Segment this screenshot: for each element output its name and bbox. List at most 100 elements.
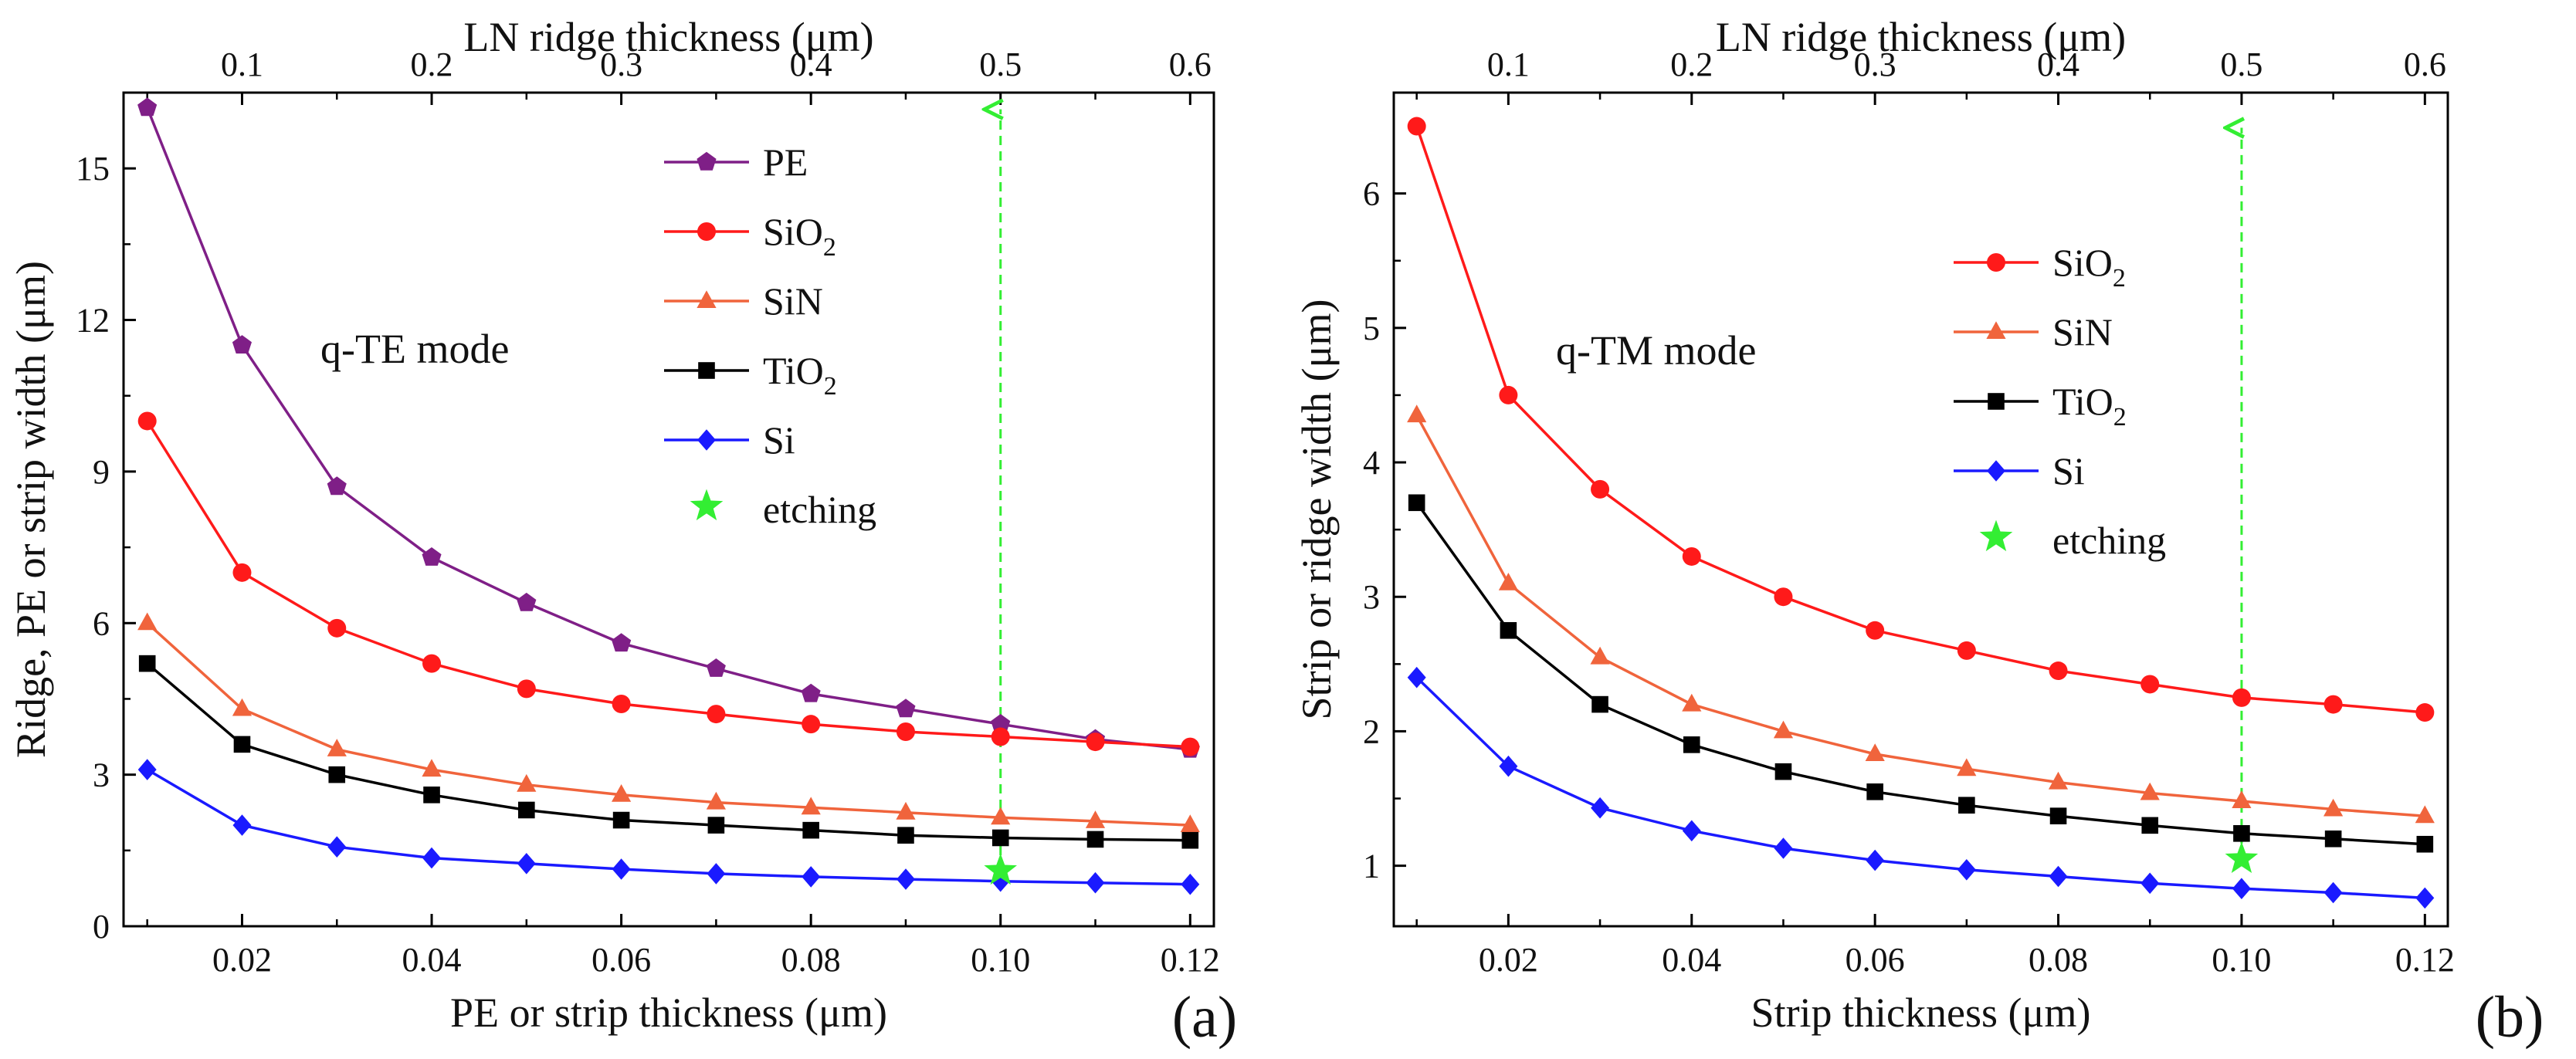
data-point-sin (517, 773, 537, 792)
data-point-sio2 (1866, 621, 1885, 640)
data-point-sin (2140, 782, 2160, 800)
data-point-sio2 (1591, 479, 1610, 499)
x-tick-label: 0.08 (781, 941, 841, 979)
legend-label-subscript: 2 (824, 372, 837, 401)
y-tick-label: 0 (93, 908, 110, 946)
panel-label: (a) (1172, 985, 1237, 1050)
data-point-sin (1180, 814, 1200, 833)
data-point-pe (232, 335, 252, 354)
x-tick-label: 0.06 (1846, 941, 1905, 979)
y-tick-label: 3 (93, 756, 110, 794)
legend-label-name: Si (2052, 449, 2085, 492)
top-tick-label: 0.4 (2037, 46, 2079, 83)
top-tick-label: 0.6 (1169, 46, 1212, 83)
panel-label: (b) (2476, 985, 2544, 1050)
data-point-si (2232, 878, 2251, 899)
top-tick-label: 0.1 (221, 46, 263, 83)
data-point-tio2 (1408, 494, 1425, 512)
data-point-si (707, 863, 726, 885)
legend-label-name: SiO (2052, 241, 2113, 284)
y-tick-label: 15 (76, 150, 110, 188)
data-point-tio2 (1500, 621, 1517, 639)
data-point-sin (327, 739, 347, 756)
y-tick-label: 12 (76, 302, 110, 340)
data-point-tio2 (2416, 835, 2434, 853)
data-point-sin (1773, 720, 1794, 739)
data-point-tio2 (1181, 831, 1199, 849)
x-tick-label: 0.10 (971, 941, 1030, 979)
x-axis-title: PE or strip thickness (μm) (450, 990, 887, 1036)
data-point-si (2049, 865, 2068, 888)
mode-label: q-TM mode (1556, 327, 1756, 374)
data-point-pe (517, 592, 537, 611)
legend-label-etching: etching (2052, 519, 2166, 562)
data-point-tio2 (1774, 763, 1792, 780)
data-point-sio2 (1957, 641, 1976, 660)
data-point-sin (137, 612, 158, 631)
data-point-sin (896, 801, 916, 820)
data-point-tio2 (2049, 807, 2067, 824)
top-tick-label: 0.3 (600, 46, 642, 83)
x-tick-label: 0.12 (1161, 941, 1220, 979)
data-point-pe (612, 633, 632, 652)
top-tick-label: 0.6 (2404, 46, 2446, 83)
data-point-pe (801, 683, 821, 702)
data-point-sin (706, 791, 726, 810)
data-point-tio2 (1866, 783, 1883, 800)
x-axis-title: Strip thickness (μm) (1751, 990, 2091, 1036)
y-axis-title: Ridge, PE or strip width (μm) (8, 261, 54, 758)
x-tick-label: 0.02 (212, 941, 272, 979)
data-point-si (517, 853, 536, 875)
legend-label: SiN (2052, 310, 2113, 354)
legend-label-subscript: 2 (2113, 264, 2126, 293)
series-line-pe (146, 107, 1191, 751)
legend-label-name: SiN (763, 279, 823, 323)
data-point-pe (991, 714, 1011, 733)
data-point-si (232, 814, 252, 836)
data-point-si (137, 759, 157, 780)
data-point-tio2 (328, 766, 346, 783)
data-point-sin (612, 784, 632, 802)
series-line-sio2 (146, 420, 1191, 749)
data-point-tio2 (233, 736, 251, 753)
panel-a-chart: 0.02 0.04 0.06 0.08 0.10 0.12 0.1 0.2 0.3 0.4 0.5 0… (8, 14, 1237, 1050)
data-point-tio2 (2324, 830, 2342, 848)
data-point-sio2 (327, 618, 347, 638)
data-point-sio2 (232, 563, 252, 582)
data-point-si (1181, 873, 1200, 895)
data-point-sin (1865, 743, 1885, 761)
data-point-sio2 (517, 679, 536, 699)
data-point-sin (1407, 404, 1427, 423)
data-point-pe (327, 476, 347, 496)
data-point-si (1407, 666, 1426, 689)
x-tick-label: 0.08 (2029, 941, 2088, 979)
top-tick-label: 0.2 (1670, 46, 1713, 83)
y-tick-label: 2 (1363, 712, 1380, 750)
data-point-si (422, 847, 441, 869)
data-point-sin (232, 698, 253, 716)
data-point-tio2 (138, 655, 156, 672)
legend-label: SiO2 (763, 210, 836, 262)
top-tick-label: 0.2 (411, 46, 453, 83)
data-point-tio2 (612, 811, 630, 829)
data-point-sio2 (422, 654, 442, 673)
y-tick-label: 9 (93, 453, 110, 491)
data-point-sio2 (991, 727, 1010, 746)
y-tick-label: 6 (93, 604, 110, 642)
top-tick-label: 0.3 (1854, 46, 1896, 83)
legend-marker (1988, 393, 2005, 410)
y-tick-label: 5 (1363, 310, 1380, 347)
plot-frame (122, 91, 1215, 928)
legend-label-name: TiO (763, 349, 824, 392)
data-point-si (1591, 797, 1610, 819)
legend-marker-etching (1979, 519, 2013, 552)
legend-marker (1987, 460, 2005, 482)
data-point-sio2 (612, 695, 631, 713)
series-line-si (1415, 676, 2425, 900)
data-point-tio2 (707, 817, 725, 834)
data-point-sio2 (2415, 703, 2435, 722)
data-point-si (2140, 872, 2160, 895)
top-tick-label: 0.5 (979, 46, 1022, 83)
series-line-tio2 (1415, 502, 2425, 846)
series-line-si (146, 768, 1191, 886)
